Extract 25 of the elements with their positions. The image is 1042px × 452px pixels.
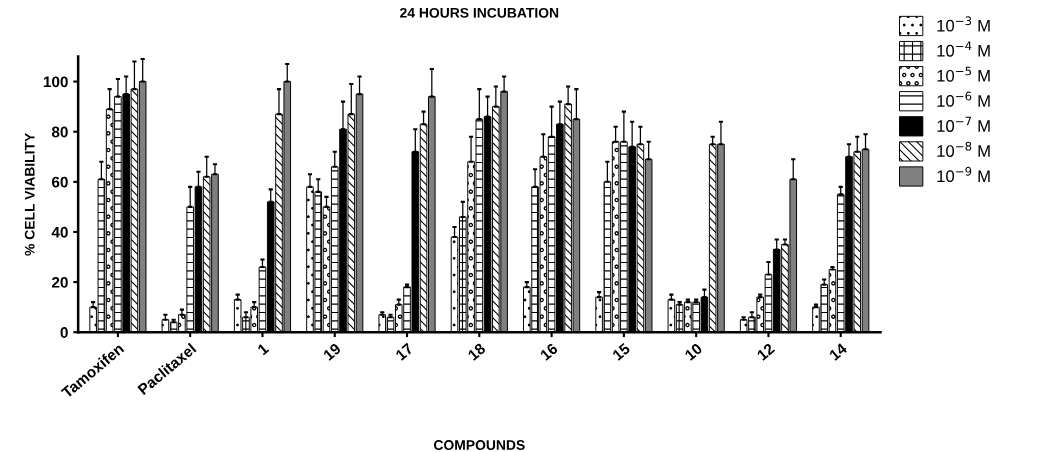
x-tick-label: 12 bbox=[756, 342, 776, 361]
legend-label: 10$^{−5}$ M bbox=[937, 66, 990, 82]
legend-label: 10$^{−9}$ M bbox=[937, 166, 990, 183]
x-tick-label: 14 bbox=[828, 342, 848, 361]
y-tick-label: 60 bbox=[51, 176, 68, 188]
x-axis-title: COMPOUNDS bbox=[433, 440, 525, 450]
x-tick-label: 1 bbox=[257, 342, 270, 356]
y-tick-label: 80 bbox=[51, 126, 68, 138]
x-tick-label: 19 bbox=[322, 342, 342, 361]
y-tick-label: 40 bbox=[51, 226, 68, 238]
y-tick-label: 20 bbox=[51, 276, 68, 288]
y-tick-label: 0 bbox=[60, 327, 68, 338]
y-tick-label: 100 bbox=[43, 76, 68, 88]
legend-label: 10$^{−7}$ M bbox=[937, 116, 990, 132]
legend-label: 10$^{−6}$ M bbox=[937, 91, 990, 107]
x-tick-label: 18 bbox=[467, 342, 487, 361]
x-tick-label: 10 bbox=[684, 342, 703, 361]
x-tick-label: 16 bbox=[539, 342, 559, 361]
x-tick-label: 15 bbox=[611, 342, 631, 361]
legend-label: 10$^{−3}$ M bbox=[937, 16, 990, 32]
legend-label: 10$^{−4}$ M bbox=[937, 41, 990, 57]
y-axis-title: % CELL VIABILITY bbox=[24, 132, 35, 256]
legend-label: 10$^{−8}$ M bbox=[937, 141, 990, 157]
chart-title: 24 HOURS INCUBATION bbox=[400, 7, 559, 18]
x-tick-label: 17 bbox=[395, 342, 414, 361]
